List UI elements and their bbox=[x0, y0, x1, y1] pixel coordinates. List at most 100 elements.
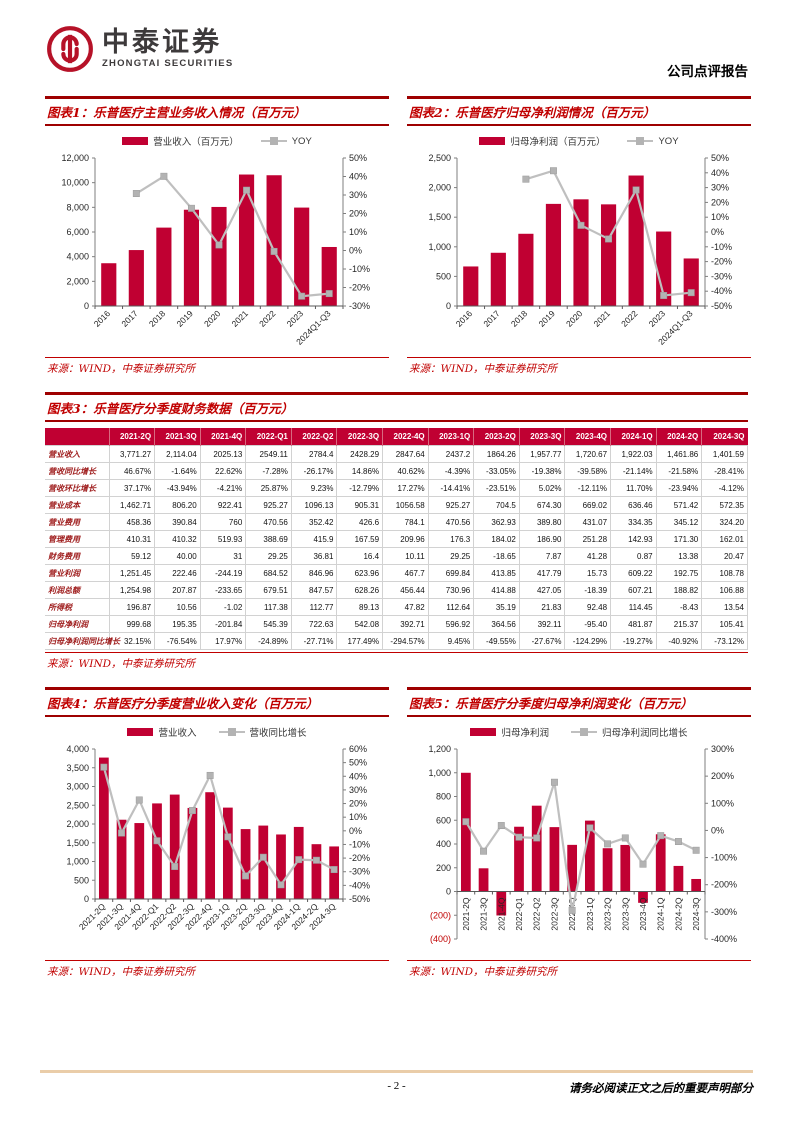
svg-text:30%: 30% bbox=[349, 190, 367, 200]
table-cell: 105.41 bbox=[701, 615, 748, 633]
figure-1-source: 来源：WIND，中泰证券研究所 bbox=[45, 357, 389, 376]
table-cell: 324.20 bbox=[701, 513, 748, 531]
table-cell: 925.27 bbox=[427, 496, 475, 514]
svg-text:-200%: -200% bbox=[711, 880, 737, 890]
figure-5: 图表5：乐普医疗分季度归母净利润变化（百万元） 归母净利润 归母净利润同比增长 … bbox=[407, 687, 751, 979]
svg-text:-30%: -30% bbox=[349, 301, 370, 311]
table-cell: 0.87 bbox=[610, 547, 657, 565]
zhongtai-logo-icon bbox=[47, 26, 93, 72]
table-cell: -18.65 bbox=[473, 547, 520, 565]
table-cell: -26.17% bbox=[290, 462, 338, 480]
table-cell: 15.73 bbox=[564, 564, 612, 582]
table-cell: 392.11 bbox=[518, 615, 566, 633]
table-cell: -8.43 bbox=[655, 598, 703, 616]
table-cell: 167.59 bbox=[336, 530, 384, 548]
legend-label: 归母净利润（百万元） bbox=[510, 137, 606, 148]
svg-text:2024-3Q: 2024-3Q bbox=[691, 897, 701, 930]
table-cell: -95.40 bbox=[564, 615, 612, 633]
svg-text:2019: 2019 bbox=[536, 308, 557, 329]
svg-text:50%: 50% bbox=[349, 153, 367, 163]
table-cell: -21.14% bbox=[610, 462, 657, 480]
table-cell: -23.51% bbox=[473, 479, 520, 497]
svg-text:10%: 10% bbox=[711, 212, 729, 222]
table-cell: 722.63 bbox=[290, 615, 338, 633]
table-column-header: 2024-2Q bbox=[656, 428, 703, 446]
svg-text:-10%: -10% bbox=[349, 839, 370, 849]
table-cell: 17.97% bbox=[199, 632, 247, 650]
svg-text:-50%: -50% bbox=[349, 894, 370, 904]
table-cell: 607.21 bbox=[610, 581, 657, 599]
table-column-header: 2021-2Q bbox=[109, 428, 156, 446]
table-cell: 112.64 bbox=[427, 598, 475, 616]
quarterly-financials-table: 2021-2Q 2021-3Q 2021-4Q 2022-Q1 2022-Q2 2022-… bbox=[45, 428, 748, 650]
table-cell: 389.80 bbox=[518, 513, 566, 531]
table-cell: 14.86% bbox=[336, 462, 384, 480]
content: 图表1：乐普医疗主营业务收入情况（百万元） 营业收入（百万元） YOY 0 2,0… bbox=[45, 96, 751, 979]
table-cell: 760 bbox=[199, 513, 247, 531]
table-cell: 636.46 bbox=[610, 496, 657, 514]
figure-2-title: 图表2：乐普医疗归母净利润情况（百万元） bbox=[409, 105, 656, 120]
table-cell: 1,957.77 bbox=[518, 445, 566, 463]
svg-text:30%: 30% bbox=[711, 183, 729, 193]
svg-text:(200): (200) bbox=[430, 910, 451, 920]
svg-text:40%: 40% bbox=[711, 168, 729, 178]
svg-text:2,500: 2,500 bbox=[66, 800, 89, 810]
svg-text:2,500: 2,500 bbox=[428, 153, 451, 163]
table-cell: 414.88 bbox=[473, 581, 520, 599]
figure-4-title: 图表4：乐普医疗分季度营业收入变化（百万元） bbox=[47, 696, 319, 711]
table-cell: 609.22 bbox=[610, 564, 657, 582]
table-cell: 192.75 bbox=[655, 564, 703, 582]
table-cell: 176.3 bbox=[427, 530, 475, 548]
figure-2-source: 来源：WIND，中泰证券研究所 bbox=[407, 357, 751, 376]
table-cell: 784.1 bbox=[382, 513, 429, 531]
table-row: 营业收入 3,771.27 2,114.04 2025.13 2549.11 2784.4… bbox=[45, 445, 748, 463]
svg-text:2017: 2017 bbox=[119, 308, 140, 329]
table-cell: -49.55% bbox=[473, 632, 520, 650]
table-row: 财务费用 59.12 40.00 31 29.25 36.81 16.4 10.11 29.25… bbox=[45, 547, 748, 565]
table-cell: 596.92 bbox=[427, 615, 475, 633]
svg-text:500: 500 bbox=[74, 875, 89, 885]
table-column-header: 2024-3Q bbox=[701, 428, 748, 446]
table-column-header: 2022-3Q bbox=[336, 428, 384, 446]
table-column-header: 2022-4Q bbox=[382, 428, 429, 446]
line-swatch-icon bbox=[627, 137, 654, 145]
table-cell: 9.45% bbox=[427, 632, 475, 650]
svg-text:2022: 2022 bbox=[619, 308, 640, 329]
legend-label: YOY bbox=[658, 135, 679, 147]
table-cell: 251.28 bbox=[564, 530, 612, 548]
table-cell: 117.38 bbox=[245, 598, 292, 616]
table-cell: -40.92% bbox=[655, 632, 703, 650]
svg-text:0: 0 bbox=[446, 887, 451, 897]
page-number: - 2 - bbox=[387, 1080, 406, 1092]
table-cell: 25.87% bbox=[245, 479, 292, 497]
table-cell: 162.01 bbox=[701, 530, 748, 548]
svg-text:2021-2Q: 2021-2Q bbox=[461, 897, 471, 930]
table-cell: 195.35 bbox=[154, 615, 201, 633]
table-cell: 22.62% bbox=[199, 462, 247, 480]
table-cell: 13.54 bbox=[701, 598, 748, 616]
bar-swatch-icon bbox=[479, 137, 506, 145]
table-cell: 847.57 bbox=[290, 581, 338, 599]
svg-text:-20%: -20% bbox=[711, 257, 732, 267]
table-cell: 545.39 bbox=[245, 615, 292, 633]
svg-text:-30%: -30% bbox=[349, 867, 370, 877]
table-cell: 388.69 bbox=[245, 530, 292, 548]
svg-text:1,000: 1,000 bbox=[428, 768, 451, 778]
table-cell: -12.79% bbox=[336, 479, 384, 497]
table-cell: 362.93 bbox=[473, 513, 520, 531]
svg-text:1,200: 1,200 bbox=[428, 744, 451, 754]
svg-text:400: 400 bbox=[436, 839, 451, 849]
table-cell: 92.48 bbox=[564, 598, 612, 616]
svg-text:2016: 2016 bbox=[454, 308, 475, 329]
table-cell: 20.47 bbox=[701, 547, 748, 565]
svg-text:2,000: 2,000 bbox=[66, 276, 89, 286]
figure-row-2: 图表4：乐普医疗分季度营业收入变化（百万元） 营业收入 营收同比增长 0 500 1… bbox=[45, 687, 751, 979]
table-cell: 674.30 bbox=[518, 496, 566, 514]
table-cell: 10.56 bbox=[154, 598, 201, 616]
table-cell: -4.39% bbox=[427, 462, 475, 480]
svg-text:800: 800 bbox=[436, 792, 451, 802]
svg-text:2021: 2021 bbox=[230, 308, 251, 329]
svg-text:2021: 2021 bbox=[592, 308, 613, 329]
table-cell: 458.36 bbox=[108, 513, 156, 531]
table-cell: -1.02 bbox=[199, 598, 247, 616]
